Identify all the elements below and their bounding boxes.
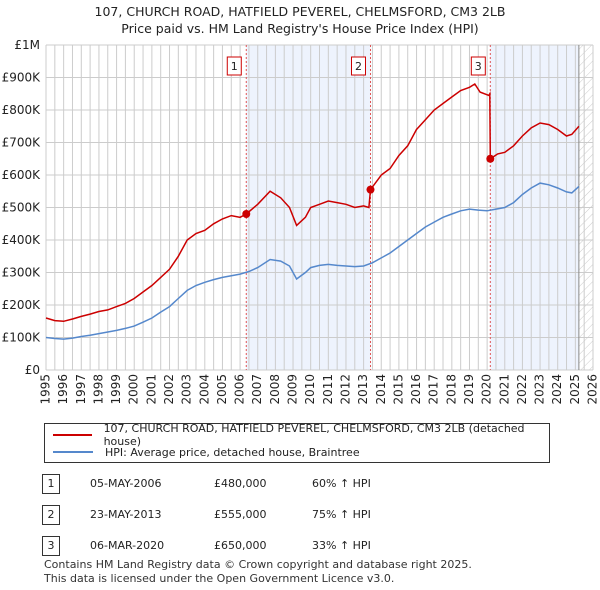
- x-tick-label: 2014: [374, 374, 388, 405]
- transaction-hpi: 33% ↑ HPI: [312, 539, 371, 552]
- x-tick-label: 2004: [197, 374, 211, 405]
- x-tick-label: 2001: [144, 374, 158, 405]
- footer-copyright: Contains HM Land Registry data © Crown c…: [44, 558, 472, 571]
- footer-licence: This data is licensed under the Open Gov…: [44, 572, 395, 585]
- x-tick-label: 1998: [91, 374, 105, 405]
- legend-label: HPI: Average price, detached house, Brai…: [105, 445, 360, 459]
- sale-point: [242, 210, 251, 218]
- sale-label-box: [350, 56, 366, 76]
- x-tick-label: 1996: [56, 374, 70, 405]
- x-tick-label: 2015: [391, 374, 405, 405]
- x-tick-label: 2002: [162, 374, 176, 405]
- sale-label: 1: [231, 60, 238, 73]
- chart-subtitle: Price paid vs. HM Land Registry's House …: [121, 21, 479, 36]
- x-tick-label: 2013: [356, 374, 370, 405]
- sale-point: [486, 154, 495, 163]
- transaction-hpi: 60% ↑ HPI: [312, 477, 371, 490]
- transaction-number: 3: [42, 536, 60, 556]
- hpi-line: [45, 182, 580, 340]
- x-tick-label: 2025: [568, 374, 582, 405]
- x-tick-label: 2010: [303, 374, 317, 405]
- y-tick-label: £700K: [2, 136, 42, 150]
- x-tick-label: 2012: [338, 374, 352, 405]
- x-tick-label: 2003: [180, 374, 194, 405]
- x-tick-label: 2023: [533, 374, 547, 405]
- transaction-price: £650,000: [214, 539, 267, 552]
- x-tick-label: 2018: [444, 374, 458, 405]
- x-tick-label: 2007: [250, 374, 264, 405]
- x-tick-label: 2008: [268, 374, 282, 405]
- x-tick-label: 2006: [233, 374, 247, 405]
- x-tick-label: 2019: [462, 374, 476, 405]
- y-tick-label: £0: [25, 363, 40, 377]
- transaction-price: £555,000: [214, 508, 267, 521]
- x-tick-label: 2000: [127, 374, 141, 405]
- y-tick-label: £1M: [14, 38, 40, 52]
- sale-label: 2: [355, 60, 362, 73]
- x-tick-label: 2026: [586, 374, 600, 405]
- transaction-date: 05-MAY-2006: [90, 477, 162, 490]
- x-tick-label: 2011: [321, 374, 335, 405]
- chart-title: 107, CHURCH ROAD, HATFIELD PEVEREL, CHEL…: [94, 4, 506, 19]
- transaction-date: 06-MAR-2020: [90, 539, 165, 552]
- legend-swatch-blue: [53, 451, 93, 453]
- transaction-price: £480,000: [214, 477, 267, 490]
- legend-swatch-red: [53, 434, 92, 436]
- x-tick-label: 1999: [109, 374, 123, 405]
- x-tick-label: 2021: [497, 374, 511, 405]
- x-tick-label: 1995: [39, 374, 53, 405]
- y-tick-label: £800K: [2, 103, 42, 117]
- transaction-date: 23-MAY-2013: [90, 508, 162, 521]
- x-tick-label: 2009: [286, 374, 300, 405]
- y-tick-label: £900K: [2, 71, 42, 85]
- sale-label-box: [226, 56, 242, 76]
- legend-item-hpi: HPI: Average price, detached house, Brai…: [53, 445, 360, 459]
- x-tick-label: 2005: [215, 374, 229, 405]
- price-chart: 1995 1996 1997 1998 1999 2000 2001 2002 2003 2004…: [2, 38, 600, 405]
- transaction-hpi: 75% ↑ HPI: [312, 508, 371, 521]
- x-tick-label: 1997: [74, 374, 88, 405]
- y-tick-label: £300K: [2, 266, 42, 280]
- x-tick-label: 2016: [409, 374, 423, 405]
- transaction-number: 1: [42, 474, 60, 494]
- legend-label: 107, CHURCH ROAD, HATFIELD PEVEREL, CHEL…: [103, 422, 525, 448]
- transaction-number: 2: [42, 505, 60, 525]
- chart-legend: 107, CHURCH ROAD, HATFIELD PEVEREL, CHEL…: [44, 422, 550, 463]
- sale-label: 3: [475, 60, 482, 73]
- sale-point: [366, 185, 375, 194]
- x-tick-label: 2020: [480, 374, 494, 405]
- sale-label-box: [470, 56, 486, 76]
- y-tick-label: £200K: [2, 298, 42, 312]
- legend-item-property: 107, CHURCH ROAD, HATFIELD PEVEREL, CHEL…: [53, 422, 549, 448]
- x-tick-label: 2022: [515, 374, 529, 405]
- y-tick-label: £600K: [2, 168, 42, 182]
- x-tick-label: 2024: [550, 374, 564, 405]
- y-tick-label: £400K: [2, 233, 42, 247]
- y-tick-label: £500K: [2, 201, 42, 215]
- y-tick-label: £100K: [2, 331, 42, 345]
- x-tick-label: 2017: [427, 374, 441, 405]
